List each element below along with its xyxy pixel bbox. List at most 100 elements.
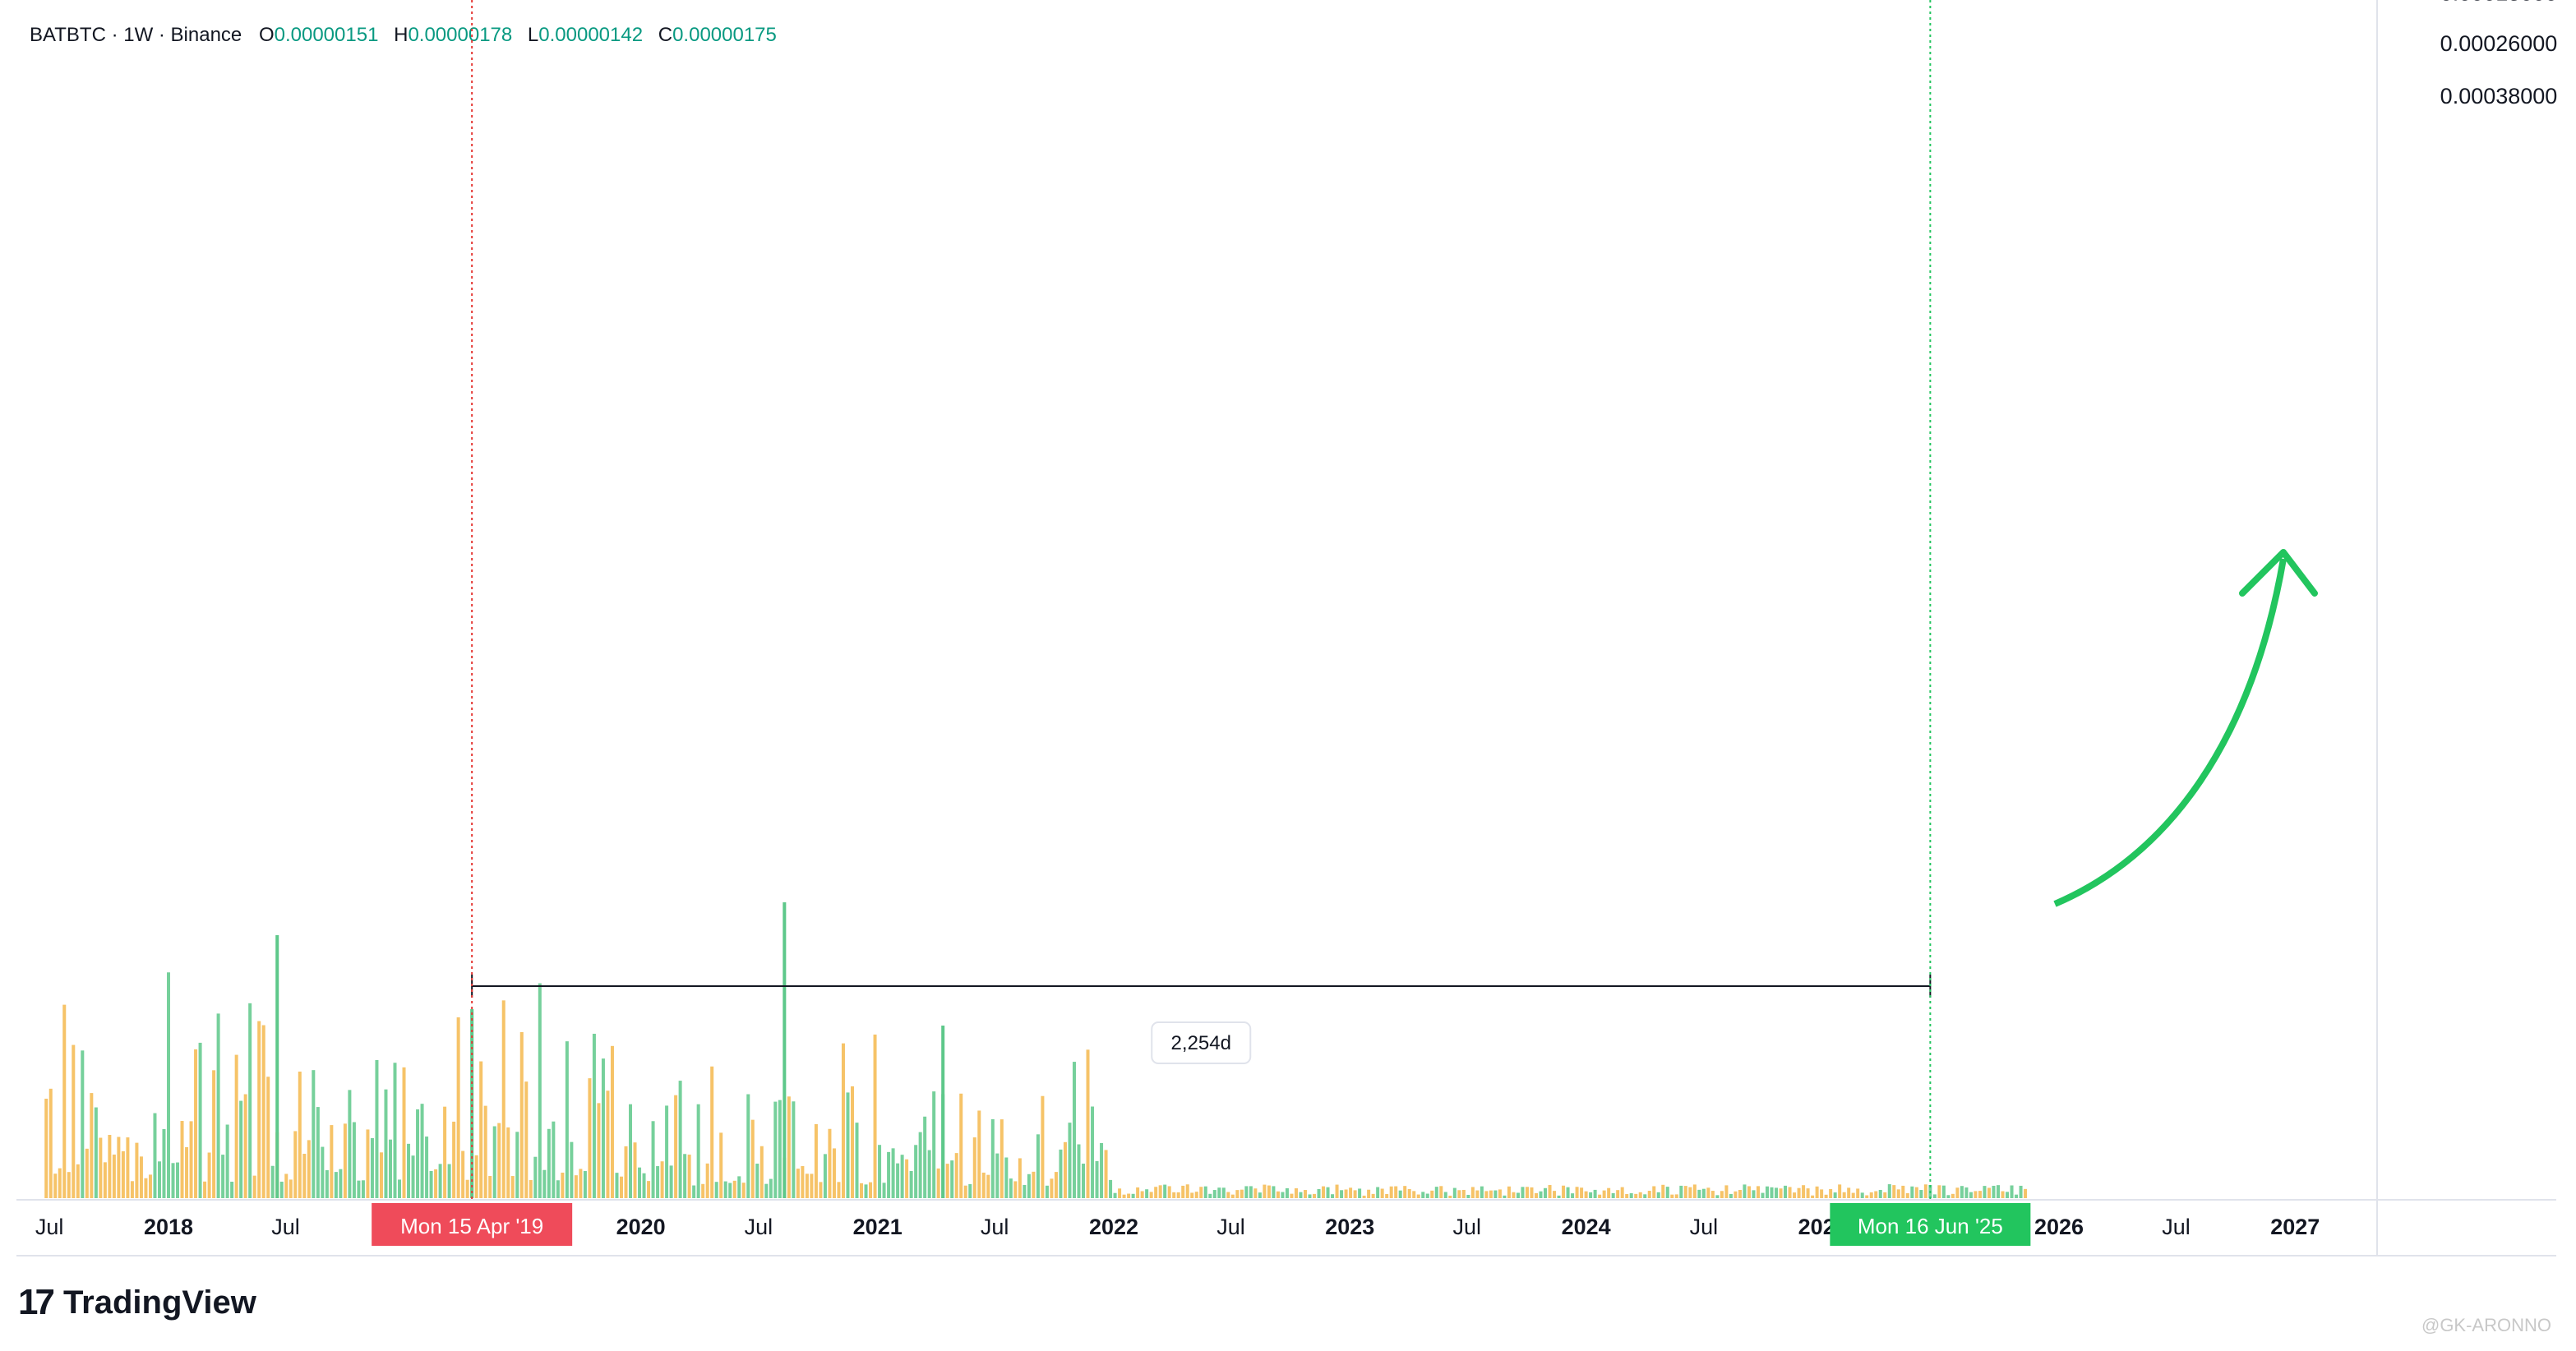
price-axis[interactable]: 0.000380000.000260000.000180000.00012000… xyxy=(2440,0,2558,108)
volume-bar xyxy=(1299,1192,1303,1198)
volume-bar xyxy=(1313,1193,1317,1198)
volume-bar xyxy=(1194,1192,1198,1198)
volume-bar xyxy=(1023,1184,1027,1198)
volume-bar xyxy=(375,1059,379,1198)
volume-bar xyxy=(94,1107,98,1198)
volume-bar xyxy=(85,1148,89,1198)
bullish-projection-arrow[interactable] xyxy=(2053,558,2287,907)
volume-bar xyxy=(1670,1194,1674,1198)
volume-bar xyxy=(1802,1185,1806,1198)
volume-bar xyxy=(1136,1187,1140,1198)
volume-bar xyxy=(1267,1185,1271,1198)
volume-bar xyxy=(416,1109,420,1198)
volume-bar xyxy=(474,1155,478,1198)
volume-bar xyxy=(1571,1193,1575,1198)
volume-bar xyxy=(216,1013,220,1198)
volume-bar xyxy=(1068,1123,1072,1198)
volume-bar xyxy=(1054,1172,1058,1198)
volume-bar xyxy=(1389,1186,1393,1198)
volume-bar xyxy=(1955,1187,1960,1198)
volume-bar xyxy=(1756,1186,1760,1198)
volume-bar xyxy=(674,1095,678,1198)
volume-bar xyxy=(239,1100,243,1198)
volume-bar xyxy=(62,1004,67,1198)
volume-bar xyxy=(597,1103,601,1198)
volume-bar xyxy=(126,1137,130,1198)
volume-bar xyxy=(1484,1191,1489,1198)
volume-bar xyxy=(819,1182,823,1198)
volume-bar xyxy=(1710,1191,1715,1198)
volume-bar xyxy=(1276,1191,1280,1198)
date-range-measure[interactable]: 2,254d xyxy=(471,975,1932,1064)
volume-bar xyxy=(579,1169,583,1198)
volume-bar xyxy=(810,1173,814,1198)
volume-bar xyxy=(972,1137,976,1198)
volume-bar xyxy=(1847,1187,1851,1198)
tradingview-logo[interactable]: 17 TradingView xyxy=(18,1282,256,1323)
volume-bar xyxy=(1457,1190,1461,1198)
volume-bar xyxy=(1489,1190,1493,1198)
volume-bar xyxy=(1154,1187,1158,1198)
volume-bar xyxy=(1679,1185,1683,1198)
volume-bar xyxy=(162,1128,166,1198)
volume-bar xyxy=(243,1094,247,1198)
volume-bar xyxy=(1127,1193,1131,1198)
volume-bar xyxy=(1525,1187,1529,1198)
volume-bar xyxy=(72,1044,76,1198)
time-axis-tick: 2018 xyxy=(144,1215,193,1239)
volume-bar xyxy=(615,1173,619,1198)
volume-bar xyxy=(1376,1187,1380,1198)
volume-bar xyxy=(1883,1192,1887,1198)
volume-bar xyxy=(207,1152,211,1198)
volume-bar xyxy=(796,1169,800,1198)
volume-bar xyxy=(1063,1141,1067,1198)
volume-bar xyxy=(719,1132,723,1198)
volume-bar xyxy=(678,1081,682,1198)
volume-bar xyxy=(1253,1188,1258,1198)
volume-bar xyxy=(212,1070,216,1198)
volume-bar xyxy=(692,1185,696,1198)
volume-bar xyxy=(429,1170,433,1198)
volume-bar xyxy=(714,1182,718,1198)
volume-bar xyxy=(1263,1184,1267,1198)
volume-bar xyxy=(1829,1189,1833,1198)
volume-bar xyxy=(1647,1191,1651,1198)
volume-bar xyxy=(1950,1193,1955,1198)
volume-bar xyxy=(542,1169,547,1198)
volume-bar xyxy=(1443,1192,1447,1198)
volume-bar xyxy=(869,1182,873,1198)
volume-bar xyxy=(2019,1185,2023,1198)
volume-bar xyxy=(1833,1192,1837,1198)
volume-bar xyxy=(764,1183,769,1198)
volume-bar xyxy=(660,1161,664,1198)
volume-bar xyxy=(1932,1194,1937,1198)
volume-bar xyxy=(189,1121,193,1198)
volume-bar xyxy=(1425,1193,1429,1198)
volume-bar xyxy=(388,1139,392,1198)
volume-bar xyxy=(583,1170,587,1198)
volume-bar xyxy=(778,1100,782,1198)
volume-bar xyxy=(1308,1194,1312,1198)
volume-bar xyxy=(2010,1185,2014,1198)
volume-bar xyxy=(1779,1188,1783,1198)
volume-bar xyxy=(814,1123,818,1198)
volume-bar xyxy=(1371,1193,1375,1198)
volume-bar xyxy=(1326,1187,1330,1198)
volume-bar xyxy=(1887,1184,1891,1198)
volume-bar xyxy=(750,1119,755,1198)
volume-bar xyxy=(510,1176,515,1198)
volume-bar xyxy=(651,1121,655,1198)
volume-bar xyxy=(275,935,279,1198)
volume-bar xyxy=(1652,1186,1656,1198)
volume-bar xyxy=(1611,1192,1615,1198)
volume-bar xyxy=(1589,1192,1593,1198)
volume-bar xyxy=(1407,1188,1411,1198)
volume-bar xyxy=(1027,1173,1031,1198)
legend-symbol[interactable]: BATBTC · 1W · Binance O0.00000151 H0.000… xyxy=(30,24,777,46)
plot-area[interactable] xyxy=(16,0,2377,1200)
volume-bar xyxy=(538,983,542,1198)
volume-bar xyxy=(1964,1187,1969,1198)
volume-bar xyxy=(1240,1189,1244,1198)
volume-bar xyxy=(1616,1190,1620,1198)
